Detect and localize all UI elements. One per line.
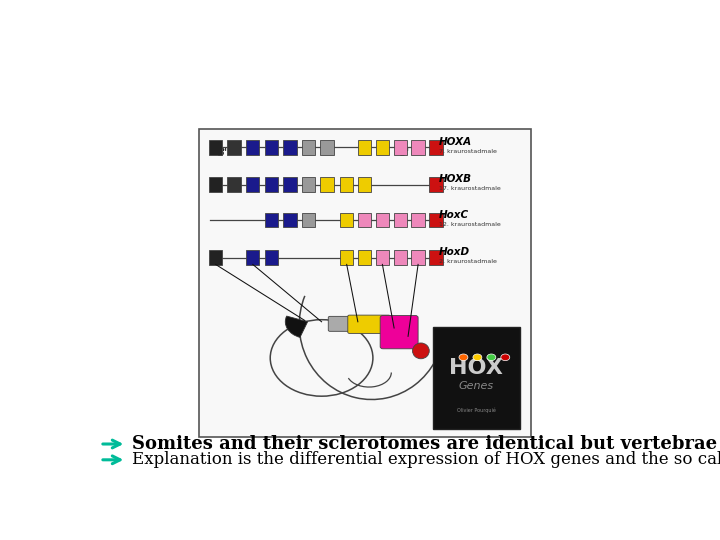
FancyBboxPatch shape bbox=[429, 250, 443, 265]
Text: Genes: Genes bbox=[459, 381, 494, 391]
Circle shape bbox=[501, 354, 510, 361]
Text: HOXB: HOXB bbox=[438, 174, 472, 184]
FancyBboxPatch shape bbox=[433, 327, 520, 429]
FancyBboxPatch shape bbox=[283, 140, 297, 154]
FancyBboxPatch shape bbox=[429, 213, 443, 227]
FancyBboxPatch shape bbox=[411, 250, 425, 265]
FancyBboxPatch shape bbox=[265, 178, 278, 192]
Text: Somites and their sclerotomes are identical but vertebrae are different...: Somites and their sclerotomes are identi… bbox=[132, 435, 720, 453]
FancyBboxPatch shape bbox=[246, 140, 259, 154]
FancyBboxPatch shape bbox=[376, 213, 389, 227]
FancyBboxPatch shape bbox=[228, 178, 241, 192]
Text: 2. kraurostadmale: 2. kraurostadmale bbox=[438, 259, 497, 264]
FancyBboxPatch shape bbox=[246, 178, 259, 192]
Text: HoxD: HoxD bbox=[438, 247, 470, 257]
Ellipse shape bbox=[413, 343, 429, 359]
Text: 17. kraurostadmale: 17. kraurostadmale bbox=[438, 186, 500, 191]
FancyBboxPatch shape bbox=[283, 178, 297, 192]
FancyBboxPatch shape bbox=[302, 213, 315, 227]
Circle shape bbox=[487, 354, 496, 361]
FancyBboxPatch shape bbox=[429, 140, 443, 154]
Wedge shape bbox=[285, 316, 307, 338]
Text: 3': 3' bbox=[218, 148, 228, 158]
FancyBboxPatch shape bbox=[209, 178, 222, 192]
Text: HOX: HOX bbox=[449, 357, 503, 377]
FancyBboxPatch shape bbox=[358, 178, 372, 192]
Text: 5': 5' bbox=[400, 148, 410, 158]
Circle shape bbox=[459, 354, 468, 361]
FancyBboxPatch shape bbox=[394, 140, 407, 154]
FancyBboxPatch shape bbox=[283, 213, 297, 227]
Text: Explanation is the differential expression of HOX genes and the so called HOX-co: Explanation is the differential expressi… bbox=[132, 451, 720, 468]
FancyBboxPatch shape bbox=[394, 213, 407, 227]
FancyBboxPatch shape bbox=[328, 316, 353, 332]
FancyBboxPatch shape bbox=[320, 178, 334, 192]
FancyBboxPatch shape bbox=[246, 250, 259, 265]
FancyBboxPatch shape bbox=[376, 140, 389, 154]
FancyBboxPatch shape bbox=[302, 140, 315, 154]
FancyBboxPatch shape bbox=[411, 140, 425, 154]
FancyBboxPatch shape bbox=[376, 250, 389, 265]
FancyBboxPatch shape bbox=[340, 250, 354, 265]
FancyBboxPatch shape bbox=[358, 213, 372, 227]
Text: Olivier Pourquié: Olivier Pourquié bbox=[457, 408, 496, 413]
FancyBboxPatch shape bbox=[340, 178, 354, 192]
FancyBboxPatch shape bbox=[209, 140, 222, 154]
FancyBboxPatch shape bbox=[340, 213, 354, 227]
FancyBboxPatch shape bbox=[265, 140, 278, 154]
FancyBboxPatch shape bbox=[411, 213, 425, 227]
FancyBboxPatch shape bbox=[380, 315, 418, 349]
FancyBboxPatch shape bbox=[265, 213, 278, 227]
Bar bbox=[199, 129, 531, 437]
FancyBboxPatch shape bbox=[429, 178, 443, 192]
FancyBboxPatch shape bbox=[320, 140, 334, 154]
Text: 7. kraurostadmale: 7. kraurostadmale bbox=[438, 149, 497, 154]
FancyBboxPatch shape bbox=[265, 250, 278, 265]
FancyBboxPatch shape bbox=[228, 140, 241, 154]
FancyBboxPatch shape bbox=[358, 140, 372, 154]
FancyBboxPatch shape bbox=[394, 250, 407, 265]
FancyBboxPatch shape bbox=[209, 250, 222, 265]
FancyBboxPatch shape bbox=[302, 178, 315, 192]
Text: 12. kraurostadmale: 12. kraurostadmale bbox=[438, 222, 500, 227]
FancyBboxPatch shape bbox=[348, 315, 390, 333]
FancyBboxPatch shape bbox=[358, 250, 372, 265]
Text: HOXA: HOXA bbox=[438, 137, 472, 147]
Text: HoxC: HoxC bbox=[438, 210, 469, 220]
Circle shape bbox=[473, 354, 482, 361]
